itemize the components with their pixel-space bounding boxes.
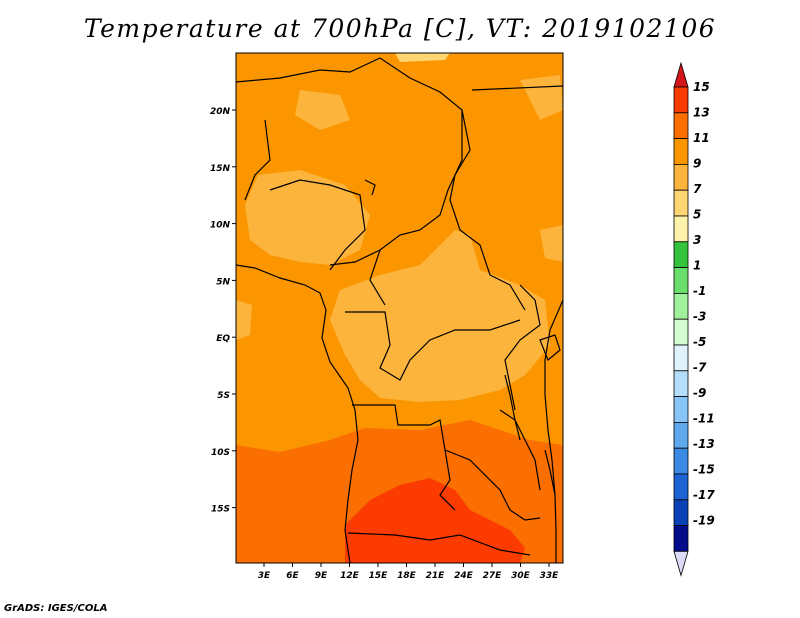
- lon-label: 21E: [426, 571, 446, 581]
- lon-label: 33E: [540, 571, 560, 581]
- field-patch-light: [295, 90, 350, 130]
- colorbar-swatch: [673, 215, 689, 243]
- colorbar-label: -17: [693, 488, 715, 502]
- colorbar-swatch: [673, 421, 689, 449]
- lat-label: 20N: [210, 107, 231, 117]
- colorbar-swatch: [673, 86, 689, 114]
- country-borders: [235, 57, 564, 564]
- field-patch-light: [245, 170, 370, 265]
- coastline-east: [544, 299, 564, 563]
- lake-chad: [364, 179, 376, 196]
- border-west-2: [269, 179, 366, 271]
- border-north: [235, 57, 463, 306]
- border-upper-right: [471, 85, 564, 91]
- colorbar-swatch: [673, 138, 689, 165]
- lake-malawi: [544, 449, 556, 496]
- lon-label: 12E: [340, 571, 360, 581]
- border-drc-south: [352, 404, 541, 521]
- lake-tanganyika: [504, 374, 521, 441]
- field-patch-light: [330, 230, 550, 402]
- border-zambia: [439, 449, 456, 511]
- colorbar-bottom-arrow: [673, 551, 689, 577]
- lat-label: 10S: [211, 448, 230, 458]
- colorbar-label: 11: [693, 131, 710, 145]
- field-patch-hot: [345, 478, 525, 563]
- colorbar-swatch: [673, 344, 689, 372]
- colorbar-swatch: [673, 189, 689, 217]
- latitude-axis: 20N 15N 10N 5N EQ 5S 10S 15S: [210, 107, 236, 515]
- border-west-1: [244, 119, 271, 201]
- lat-label: 15N: [210, 164, 231, 174]
- lon-label: 9E: [315, 571, 328, 581]
- longitude-axis: 3E 6E 9E 12E 15E 18E 21E 24E 27E 30E 33E: [258, 563, 559, 581]
- lat-label: 10N: [210, 221, 231, 231]
- lon-label: 3E: [258, 571, 271, 581]
- temperature-field: [236, 53, 563, 563]
- colorbar-swatch: [673, 112, 689, 140]
- lon-label: 15E: [369, 571, 389, 581]
- colorbar-swatch: [673, 267, 689, 294]
- lon-label: 27E: [483, 571, 503, 581]
- colorbar-label: 9: [693, 157, 701, 171]
- map-frame: [235, 52, 564, 564]
- colorbar-label: -15: [693, 463, 715, 477]
- colorbar-label: 7: [693, 182, 702, 196]
- colorbar-swatch: [673, 241, 689, 269]
- colorbar-label: -5: [693, 335, 706, 349]
- colorbar-top-arrow: [673, 61, 689, 88]
- colorbar-label: -1: [693, 284, 706, 298]
- coastline-west: [235, 264, 359, 564]
- border-ea-2: [499, 409, 541, 491]
- field-patch-pale: [395, 53, 450, 62]
- border-chad-sudan: [449, 109, 526, 311]
- colorbar-label: -7: [693, 361, 707, 375]
- lat-label: EQ: [216, 334, 230, 344]
- border-ea-1: [504, 284, 541, 411]
- colorbar-label: 5: [693, 208, 701, 222]
- field-patch-light: [540, 225, 563, 262]
- colorbar-swatch: [673, 292, 689, 320]
- lat-label: 5N: [216, 277, 230, 287]
- credit-text: GrADS: IGES/COLA: [4, 603, 108, 614]
- lon-label: 6E: [286, 571, 299, 581]
- colorbar-swatch: [673, 318, 689, 346]
- border-central: [329, 249, 381, 266]
- lat-label: 15S: [211, 505, 230, 515]
- colorbar-label: 3: [693, 233, 701, 247]
- colorbar-swatch: [673, 447, 689, 475]
- colorbar-swatch: [673, 370, 689, 397]
- colorbar-label: 13: [693, 106, 710, 120]
- colorbar-swatch: [673, 525, 689, 552]
- colorbar-label: -3: [693, 310, 706, 324]
- colorbar-label: 15: [693, 80, 710, 94]
- colorbar-swatch: [673, 396, 689, 423]
- border-congo: [345, 311, 521, 381]
- colorbar-swatch: [673, 163, 689, 191]
- colorbar-label: -13: [693, 437, 715, 451]
- colorbar-swatch: [673, 473, 689, 501]
- lake-victoria: [539, 334, 561, 361]
- colorbar-label: -19: [693, 514, 715, 528]
- field-patch-light: [236, 300, 252, 340]
- lon-label: 18E: [397, 571, 417, 581]
- colorbar: 15 13 11 9 7 5 3 1 -1 -3 -5 -7 -9 -11 -13 -15 -17 -19: [673, 61, 715, 577]
- colorbar-label: -9: [693, 386, 706, 400]
- colorbar-swatch: [673, 499, 689, 526]
- border-angola-south: [347, 532, 531, 556]
- lon-label: 24E: [454, 571, 474, 581]
- colorbar-label: 1: [693, 259, 701, 273]
- lon-label: 30E: [511, 571, 531, 581]
- colorbar-label: -11: [693, 412, 715, 426]
- lat-label: 5S: [217, 391, 230, 401]
- map-title: Temperature at 700hPa [C], VT: 201910210…: [83, 14, 717, 43]
